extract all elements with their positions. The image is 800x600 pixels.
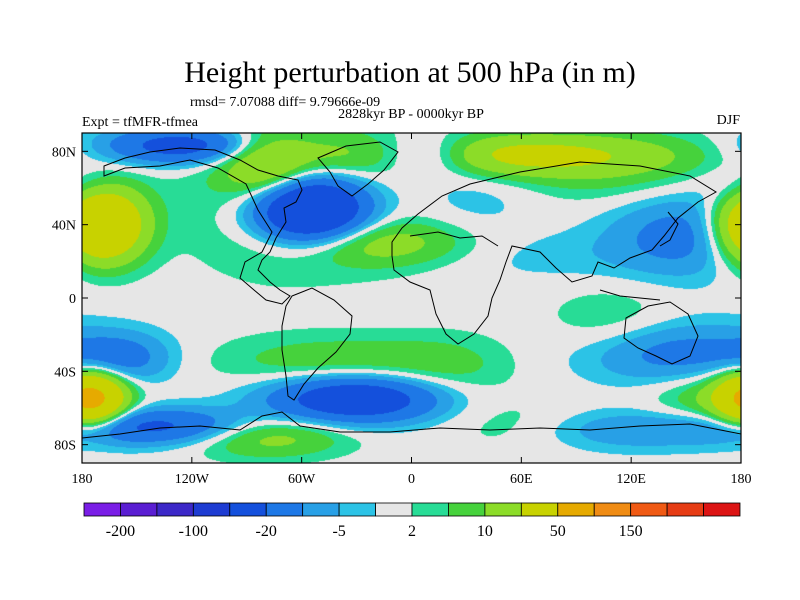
coast-greenland (317, 141, 399, 197)
coastlines (81, 141, 742, 439)
x-tick-label: 0 (408, 472, 415, 487)
height-field-map (82, 133, 741, 463)
y-tick-label: 40N (52, 219, 76, 234)
stats-line: rmsd= 7.07088 diff= 9.79666e-09 (190, 95, 380, 110)
x-tick-label: 120E (616, 472, 646, 487)
colorbar-label: 2 (408, 523, 416, 540)
colorbar-swatch (192, 502, 231, 517)
x-tick-label: 120W (175, 472, 210, 487)
colorbar-swatch (703, 502, 741, 517)
colorbar-swatch (666, 502, 704, 517)
colorbar-swatch (156, 502, 194, 517)
colorbar-swatch (411, 502, 449, 517)
season-label: DJF (717, 113, 741, 128)
colorbar-label: -200 (106, 523, 135, 540)
x-tick-label: 60E (510, 472, 533, 487)
coast-japan (659, 211, 679, 247)
colorbar-swatch (265, 502, 304, 517)
experiment-label: Expt = tfMFR-tfmea (82, 115, 199, 130)
x-tick-label: 180 (731, 472, 752, 487)
colorbar-label: -20 (256, 523, 277, 540)
colorbar-label: -100 (179, 523, 208, 540)
colorbar-swatch (448, 502, 486, 517)
y-tick-label: 80N (52, 145, 76, 160)
colorbar-swatch (120, 502, 158, 517)
colorbar-label: -5 (332, 523, 345, 540)
chart-title: Height perturbation at 500 hPa (in m) (184, 56, 636, 89)
coast-eurasia-africa (391, 161, 717, 345)
plot-area: 180 120W 60W 0 60E 120E 180 80N 40N 0 40S 80S (52, 132, 752, 487)
colorbar-swatch (520, 502, 559, 517)
y-tick-label: 40S (54, 365, 76, 380)
colorbar-swatch (375, 502, 413, 517)
colorbar-label: 10 (477, 523, 493, 540)
colorbar-swatch (630, 502, 668, 517)
colorbar: -200 -100 -20 -5 2 10 50 150 (83, 502, 741, 540)
coast-australia (623, 301, 699, 365)
period-label: 2828kyr BP - 0000kyr BP (338, 107, 484, 122)
colorbar-label: 150 (619, 523, 643, 540)
coast-north-america (103, 147, 303, 305)
y-tick-label: 0 (69, 292, 76, 307)
x-tick-label: 60W (288, 472, 316, 487)
x-axis: 180 120W 60W 0 60E 120E 180 (72, 133, 752, 487)
coast-mediterranean (409, 231, 499, 247)
coast-indonesia (599, 289, 661, 301)
x-tick-label: 180 (72, 472, 93, 487)
colorbar-swatch (593, 502, 632, 517)
colorbar-swatch (83, 502, 121, 517)
coast-antarctica (81, 411, 742, 439)
colorbar-swatch (484, 502, 522, 517)
coast-south-america (281, 287, 353, 401)
y-axis: 80N 40N 0 40S 80S (52, 145, 741, 454)
y-tick-label: 80S (54, 439, 76, 454)
colorbar-label: 50 (550, 523, 566, 540)
colorbar-swatch (338, 502, 376, 517)
colorbar-swatch (302, 502, 340, 517)
colorbar-swatch (229, 502, 267, 517)
colorbar-swatch (557, 502, 595, 517)
